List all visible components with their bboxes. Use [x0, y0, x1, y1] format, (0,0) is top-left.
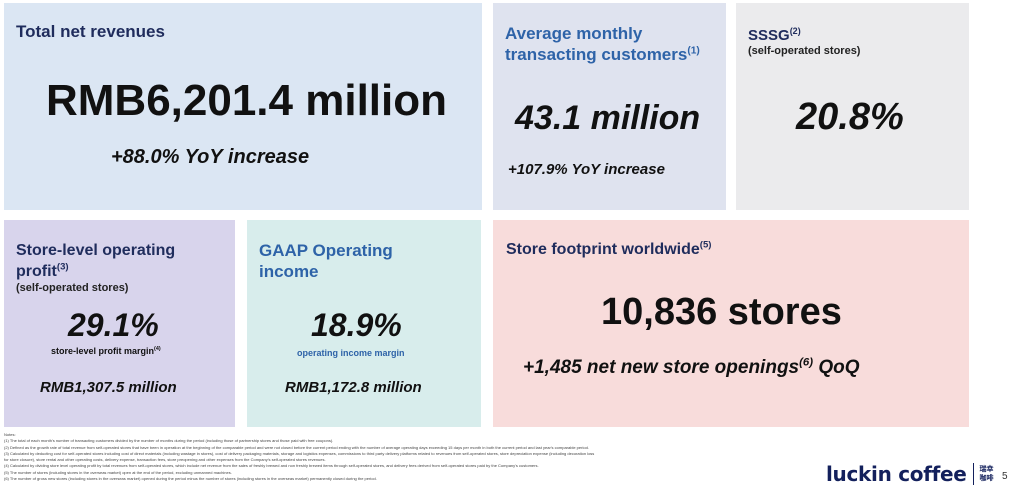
total-net-revenues-card: Total net revenues RMB6,201.4 million +8… [4, 3, 482, 210]
gaap-operating-income-card: GAAP Operating income 18.9% operating in… [247, 220, 481, 427]
card-title: Store footprint worldwide(5) [506, 239, 712, 258]
footnote-mark: (5) [699, 239, 712, 251]
card-title: Store-level operating profit(3) [16, 242, 176, 280]
note-line: (5) The number of stores (including stor… [4, 469, 232, 475]
note-line: (3) Calculated by deducting cost for sel… [4, 450, 595, 456]
card-subtitle: (self-operated stores) [16, 282, 129, 294]
note-line: (4) Calculated by dividing store level o… [4, 463, 539, 469]
card-title: Average monthly transacting customers(1) [505, 24, 700, 64]
revenue-yoy: +88.0% YoY increase [111, 146, 310, 168]
footnote-mark: (3) [56, 261, 69, 273]
footnote-mark: (1) [687, 45, 700, 57]
note-line: (1) The total of each month's number of … [4, 438, 334, 444]
card-title: SSSG(2) [748, 26, 801, 45]
gaap-amount: RMB1,172.8 million [285, 379, 422, 396]
card-title: Total net revenues [16, 22, 165, 41]
footnote-mark: (2) [789, 26, 801, 36]
note-line: (6) The number of gross new stores (incl… [4, 476, 377, 482]
store-profit-value: 29.1% [68, 307, 159, 343]
store-level-profit-card: Store-level operating profit(3) (self-op… [4, 220, 235, 427]
gaap-value: 18.9% [311, 307, 402, 343]
page-number: 5 [1002, 471, 1008, 482]
store-profit-amount: RMB1,307.5 million [40, 379, 177, 396]
note-line: for store closure), store rental and oth… [4, 457, 326, 463]
revenue-value: RMB6,201.4 million [46, 76, 448, 125]
net-new-openings: +1,485 net new store openings(6) QoQ [523, 356, 860, 378]
customers-yoy: +107.9% YoY increase [508, 161, 665, 178]
monthly-customers-card: Average monthly transacting customers(1)… [493, 3, 726, 210]
store-profit-margin-label: store-level profit margin(4) [51, 346, 161, 356]
brand-chinese-name: 瑞幸 咖啡 [979, 466, 994, 482]
gaap-margin-label: operating income margin [297, 348, 405, 358]
store-footprint-card: Store footprint worldwide(5) 10,836 stor… [493, 220, 969, 427]
customers-value: 43.1 million [515, 99, 701, 137]
brand-divider [972, 463, 974, 485]
notes-heading: Notes: [4, 432, 16, 437]
luckin-coffee-logo: luckin coffee 瑞幸 咖啡 [826, 462, 994, 486]
sssg-value: 20.8% [796, 96, 904, 138]
brand-name: luckin coffee [826, 462, 967, 486]
card-title: GAAP Operating income [259, 241, 393, 281]
card-subtitle: (self-operated stores) [748, 45, 861, 57]
footnotes: Notes: (1) The total of each month's num… [4, 432, 804, 482]
note-line: (2) Defined as the growth rate of total … [4, 444, 589, 450]
sssg-card: SSSG(2) (self-operated stores) 20.8% [736, 3, 969, 210]
store-count-value: 10,836 stores [601, 291, 842, 333]
